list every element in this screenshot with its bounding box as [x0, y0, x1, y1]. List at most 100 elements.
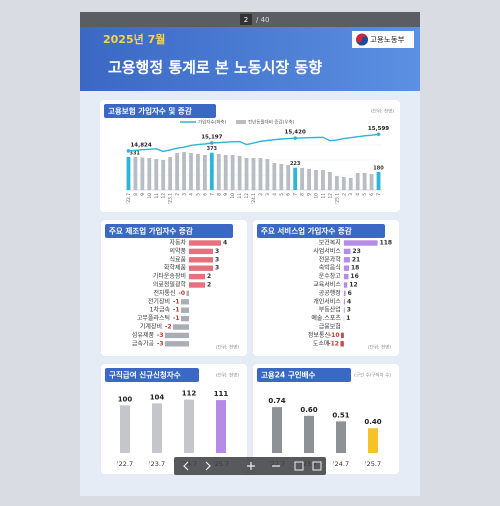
category-label: 기타운송장비 — [153, 272, 186, 280]
bar — [344, 291, 346, 296]
value-label: 3 — [215, 248, 219, 255]
x-tick-label: 8 — [300, 193, 306, 196]
x-tick-label: '25.7 — [365, 460, 381, 468]
bar — [147, 158, 151, 190]
x-tick-label: 11 — [154, 193, 160, 199]
x-tick-label: 7 — [209, 193, 215, 196]
line-point — [293, 136, 297, 140]
value-label: -1 — [173, 298, 180, 305]
category-label: 금융보험 — [319, 323, 341, 331]
x-tick-label: 7 — [293, 193, 299, 196]
bar — [231, 155, 235, 190]
panel-title: 구직급여 신규신청자수 — [109, 370, 181, 380]
value-label: -0 — [178, 290, 185, 297]
title: 고용행정 통계로 본 노동시장 동향 — [108, 59, 322, 77]
bar — [189, 266, 213, 271]
bar — [203, 155, 207, 190]
category-label: 의료정밀광학 — [153, 281, 187, 289]
bar — [272, 163, 276, 190]
unit: (구인 수/구직자 수) — [354, 372, 391, 379]
bar — [152, 403, 162, 453]
bar — [356, 173, 360, 190]
value-label: 1 — [346, 315, 350, 322]
bar — [328, 172, 332, 190]
value-label: 2 — [207, 273, 211, 280]
category-label: 운수창고 — [319, 272, 342, 280]
value-label: 23 — [352, 248, 360, 255]
bar — [224, 155, 228, 190]
panel-title: 고용보험 가입자수 및 증감 — [108, 106, 192, 116]
value-label: 3 — [347, 307, 351, 314]
category-label: 사업서비스 — [313, 247, 341, 255]
value-label: 112 — [182, 390, 197, 398]
bar-value-label: 373 — [207, 146, 218, 152]
x-tick-label: 9 — [223, 193, 229, 196]
category-label: 공공행정 — [319, 289, 341, 297]
bar — [161, 160, 165, 190]
bar — [140, 158, 144, 191]
x-tick-label: 7 — [376, 193, 382, 196]
bar — [377, 172, 381, 190]
value-label: 21 — [352, 256, 360, 263]
value-label: 0.74 — [268, 397, 285, 405]
x-tick-label: '23.1 — [168, 193, 174, 204]
x-tick-label: 12 — [327, 193, 333, 199]
line-point — [210, 141, 214, 145]
x-tick-label: 2 — [175, 193, 181, 196]
bar — [342, 177, 346, 190]
bar — [181, 299, 189, 304]
bar — [293, 168, 297, 190]
x-tick-label: 11 — [320, 193, 326, 199]
x-tick-label: 2 — [258, 193, 264, 196]
line-point — [377, 133, 381, 137]
x-tick-label: '22.7 — [117, 460, 133, 468]
x-tick-label: 6 — [286, 193, 292, 196]
bar — [168, 157, 172, 190]
bar — [265, 159, 269, 190]
value-label: 6 — [348, 290, 352, 297]
bar — [154, 159, 158, 190]
x-tick-label: 2 — [341, 193, 347, 196]
bar — [370, 174, 374, 190]
x-tick-label: 10 — [314, 193, 320, 199]
value-label: 104 — [150, 393, 165, 401]
category-label: 전자통신 — [154, 289, 176, 297]
panel-title: 주요 서비스업 가입자수 증감 — [261, 226, 352, 236]
x-tick-label: 10 — [230, 193, 236, 199]
x-tick-label: 5 — [195, 193, 201, 196]
panel-title: 고용24 구인배수 — [261, 370, 316, 380]
bar — [173, 324, 189, 329]
bar — [340, 341, 343, 346]
x-tick-label: 8 — [133, 193, 139, 196]
bar-value-label: 180 — [373, 166, 384, 172]
category-label: 전문과학 — [319, 255, 342, 263]
category-label: 섬유제품 — [132, 331, 155, 339]
unit: (단위: 천명) — [371, 108, 394, 115]
x-tick-label: 12 — [244, 193, 250, 199]
x-tick-label: 11 — [237, 193, 243, 199]
bar — [341, 333, 344, 338]
category-label: 기계장비 — [140, 323, 162, 331]
value-label: -3 — [157, 340, 164, 347]
bar — [252, 158, 256, 190]
unit: (단위: 천명) — [216, 372, 239, 379]
x-tick-label: '25.1 — [334, 193, 340, 204]
category-label: 의약품 — [169, 247, 186, 255]
bar — [134, 157, 138, 190]
category-label: 예술.스포츠 — [311, 314, 341, 322]
legend-swatch — [236, 120, 246, 124]
pager-current: 2 — [244, 16, 248, 24]
unit: (단위: 천명) — [368, 344, 391, 351]
bar — [238, 156, 242, 190]
category-label: 도소매 — [313, 339, 330, 347]
category-label: 부동산업 — [319, 306, 341, 314]
category-label: 금속가공 — [132, 339, 155, 347]
value-label: 12 — [349, 282, 357, 289]
category-label: 숙박음식 — [319, 264, 341, 272]
bar — [307, 169, 311, 190]
x-tick-label: 5 — [279, 193, 285, 196]
bar — [245, 158, 249, 190]
bar — [279, 164, 283, 190]
category-label: 자동차 — [169, 239, 186, 247]
